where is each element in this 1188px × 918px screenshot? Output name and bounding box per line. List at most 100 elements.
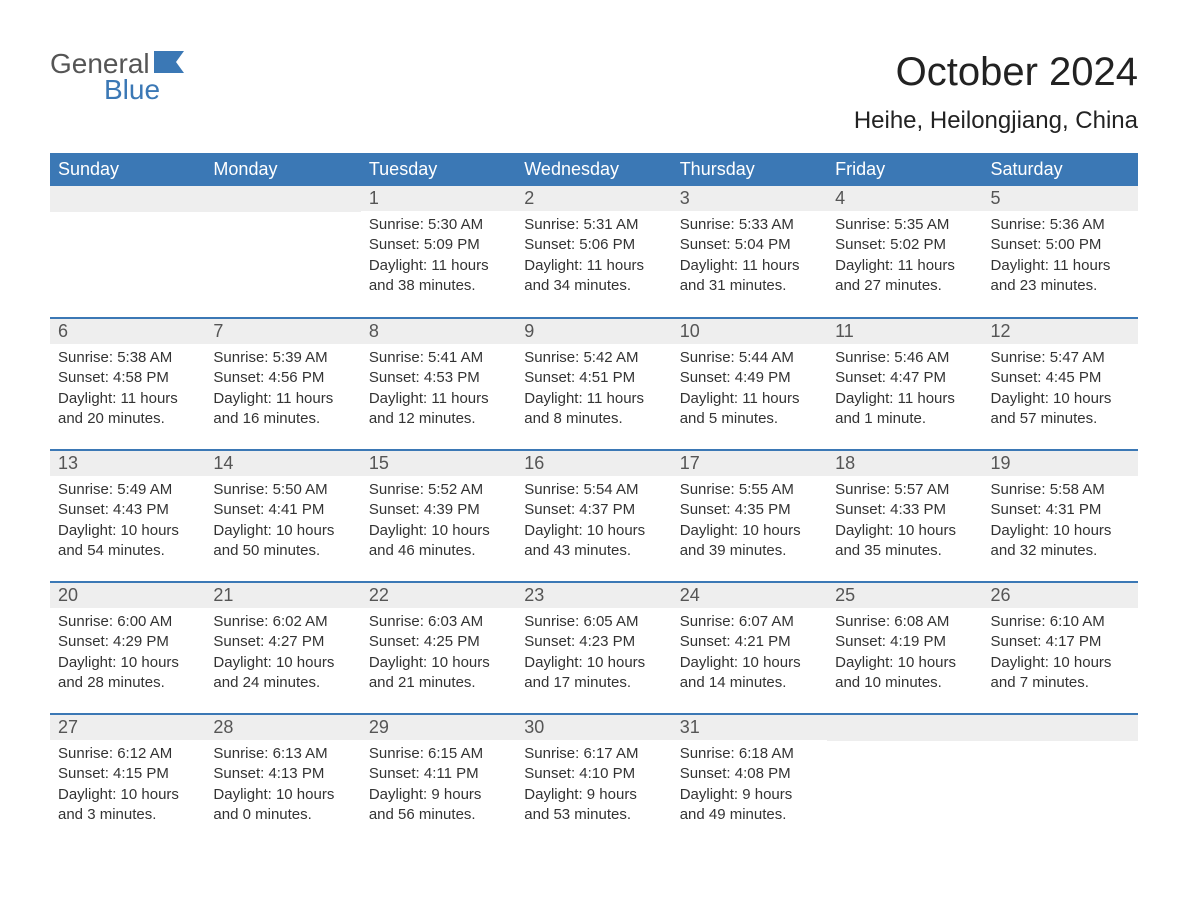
calendar-day-cell: 15Sunrise: 5:52 AMSunset: 4:39 PMDayligh…: [361, 450, 516, 582]
daylight-line: Daylight: 10 hours and 39 minutes.: [680, 521, 819, 562]
sunset-line: Sunset: 4:31 PM: [991, 500, 1130, 520]
sunset-line: Sunset: 4:11 PM: [369, 764, 508, 784]
day-details: Sunrise: 5:49 AMSunset: 4:43 PMDaylight:…: [50, 476, 205, 569]
day-number: 2: [516, 186, 671, 211]
sunset-line: Sunset: 4:17 PM: [991, 632, 1130, 652]
sunrise-line: Sunrise: 5:42 AM: [524, 348, 663, 368]
daylight-line: Daylight: 10 hours and 28 minutes.: [58, 653, 197, 694]
weekday-header: Sunday: [50, 153, 205, 186]
sunset-line: Sunset: 4:15 PM: [58, 764, 197, 784]
day-details: Sunrise: 6:00 AMSunset: 4:29 PMDaylight:…: [50, 608, 205, 701]
sunset-line: Sunset: 4:27 PM: [213, 632, 352, 652]
brand-blue: Blue: [50, 76, 184, 104]
daylight-line: Daylight: 11 hours and 20 minutes.: [58, 389, 197, 430]
calendar-day-cell: [205, 186, 360, 318]
day-details: Sunrise: 5:54 AMSunset: 4:37 PMDaylight:…: [516, 476, 671, 569]
sunset-line: Sunset: 5:00 PM: [991, 235, 1130, 255]
daylight-line: Daylight: 10 hours and 46 minutes.: [369, 521, 508, 562]
sunrise-line: Sunrise: 6:12 AM: [58, 744, 197, 764]
daylight-line: Daylight: 10 hours and 21 minutes.: [369, 653, 508, 694]
daylight-line: Daylight: 11 hours and 12 minutes.: [369, 389, 508, 430]
month-title: October 2024: [854, 50, 1138, 95]
sunrise-line: Sunrise: 5:33 AM: [680, 215, 819, 235]
sunrise-line: Sunrise: 5:58 AM: [991, 480, 1130, 500]
day-number: 13: [50, 451, 205, 476]
sunset-line: Sunset: 4:33 PM: [835, 500, 974, 520]
calendar-day-cell: 4Sunrise: 5:35 AMSunset: 5:02 PMDaylight…: [827, 186, 982, 318]
daylight-line: Daylight: 9 hours and 56 minutes.: [369, 785, 508, 826]
day-details: Sunrise: 6:15 AMSunset: 4:11 PMDaylight:…: [361, 740, 516, 833]
calendar-day-cell: 23Sunrise: 6:05 AMSunset: 4:23 PMDayligh…: [516, 582, 671, 714]
sunrise-line: Sunrise: 5:35 AM: [835, 215, 974, 235]
calendar-day-cell: 10Sunrise: 5:44 AMSunset: 4:49 PMDayligh…: [672, 318, 827, 450]
calendar-week-row: 20Sunrise: 6:00 AMSunset: 4:29 PMDayligh…: [50, 582, 1138, 714]
sunrise-line: Sunrise: 5:57 AM: [835, 480, 974, 500]
day-number: 12: [983, 319, 1138, 344]
page-header: General Blue October 2024 Heihe, Heilong…: [50, 50, 1138, 143]
calendar-day-cell: 8Sunrise: 5:41 AMSunset: 4:53 PMDaylight…: [361, 318, 516, 450]
sunset-line: Sunset: 4:56 PM: [213, 368, 352, 388]
calendar-day-cell: 24Sunrise: 6:07 AMSunset: 4:21 PMDayligh…: [672, 582, 827, 714]
day-details: Sunrise: 6:12 AMSunset: 4:15 PMDaylight:…: [50, 740, 205, 833]
sunset-line: Sunset: 4:45 PM: [991, 368, 1130, 388]
day-number: 23: [516, 583, 671, 608]
daylight-line: Daylight: 10 hours and 35 minutes.: [835, 521, 974, 562]
day-number: 21: [205, 583, 360, 608]
sunrise-line: Sunrise: 5:41 AM: [369, 348, 508, 368]
weekday-header: Saturday: [983, 153, 1138, 186]
sunrise-line: Sunrise: 5:50 AM: [213, 480, 352, 500]
sunrise-line: Sunrise: 5:55 AM: [680, 480, 819, 500]
sunset-line: Sunset: 4:41 PM: [213, 500, 352, 520]
sunrise-line: Sunrise: 6:00 AM: [58, 612, 197, 632]
weekday-header-row: SundayMondayTuesdayWednesdayThursdayFrid…: [50, 153, 1138, 186]
sunset-line: Sunset: 4:23 PM: [524, 632, 663, 652]
location-label: Heihe, Heilongjiang, China: [854, 107, 1138, 135]
day-details: Sunrise: 6:17 AMSunset: 4:10 PMDaylight:…: [516, 740, 671, 833]
day-details: Sunrise: 5:42 AMSunset: 4:51 PMDaylight:…: [516, 344, 671, 437]
daylight-line: Daylight: 11 hours and 23 minutes.: [991, 256, 1130, 297]
day-details: Sunrise: 5:50 AMSunset: 4:41 PMDaylight:…: [205, 476, 360, 569]
day-number: 19: [983, 451, 1138, 476]
day-number: 10: [672, 319, 827, 344]
day-number: 27: [50, 715, 205, 740]
day-number: 29: [361, 715, 516, 740]
day-number: [50, 186, 205, 212]
day-details: Sunrise: 5:44 AMSunset: 4:49 PMDaylight:…: [672, 344, 827, 437]
sunset-line: Sunset: 4:29 PM: [58, 632, 197, 652]
calendar-day-cell: 7Sunrise: 5:39 AMSunset: 4:56 PMDaylight…: [205, 318, 360, 450]
calendar-day-cell: 6Sunrise: 5:38 AMSunset: 4:58 PMDaylight…: [50, 318, 205, 450]
day-number: 20: [50, 583, 205, 608]
daylight-line: Daylight: 11 hours and 8 minutes.: [524, 389, 663, 430]
calendar-day-cell: 9Sunrise: 5:42 AMSunset: 4:51 PMDaylight…: [516, 318, 671, 450]
calendar-day-cell: 11Sunrise: 5:46 AMSunset: 4:47 PMDayligh…: [827, 318, 982, 450]
day-details: Sunrise: 5:33 AMSunset: 5:04 PMDaylight:…: [672, 211, 827, 304]
calendar-day-cell: 20Sunrise: 6:00 AMSunset: 4:29 PMDayligh…: [50, 582, 205, 714]
calendar-week-row: 27Sunrise: 6:12 AMSunset: 4:15 PMDayligh…: [50, 714, 1138, 846]
day-details: Sunrise: 5:36 AMSunset: 5:00 PMDaylight:…: [983, 211, 1138, 304]
sunrise-line: Sunrise: 5:54 AM: [524, 480, 663, 500]
day-number: 22: [361, 583, 516, 608]
daylight-line: Daylight: 10 hours and 3 minutes.: [58, 785, 197, 826]
day-details: Sunrise: 5:41 AMSunset: 4:53 PMDaylight:…: [361, 344, 516, 437]
calendar-day-cell: 5Sunrise: 5:36 AMSunset: 5:00 PMDaylight…: [983, 186, 1138, 318]
calendar-table: SundayMondayTuesdayWednesdayThursdayFrid…: [50, 153, 1138, 846]
sunset-line: Sunset: 4:43 PM: [58, 500, 197, 520]
day-number: 6: [50, 319, 205, 344]
daylight-line: Daylight: 10 hours and 17 minutes.: [524, 653, 663, 694]
calendar-day-cell: 3Sunrise: 5:33 AMSunset: 5:04 PMDaylight…: [672, 186, 827, 318]
sunrise-line: Sunrise: 6:08 AM: [835, 612, 974, 632]
calendar-day-cell: 12Sunrise: 5:47 AMSunset: 4:45 PMDayligh…: [983, 318, 1138, 450]
sunset-line: Sunset: 4:49 PM: [680, 368, 819, 388]
daylight-line: Daylight: 10 hours and 7 minutes.: [991, 653, 1130, 694]
sunset-line: Sunset: 4:58 PM: [58, 368, 197, 388]
sunset-line: Sunset: 5:02 PM: [835, 235, 974, 255]
daylight-line: Daylight: 10 hours and 0 minutes.: [213, 785, 352, 826]
day-details: Sunrise: 6:08 AMSunset: 4:19 PMDaylight:…: [827, 608, 982, 701]
day-number: [205, 186, 360, 212]
calendar-day-cell: 14Sunrise: 5:50 AMSunset: 4:41 PMDayligh…: [205, 450, 360, 582]
calendar-day-cell: [827, 714, 982, 846]
day-number: [827, 715, 982, 741]
sunrise-line: Sunrise: 6:03 AM: [369, 612, 508, 632]
calendar-day-cell: 21Sunrise: 6:02 AMSunset: 4:27 PMDayligh…: [205, 582, 360, 714]
day-number: 11: [827, 319, 982, 344]
